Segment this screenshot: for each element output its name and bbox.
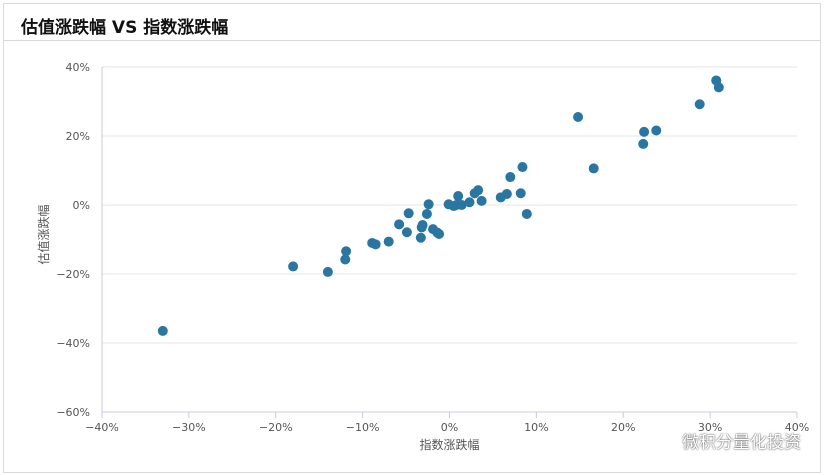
- data-point: [370, 239, 381, 250]
- data-point: [401, 227, 412, 238]
- x-tick-label: −20%: [259, 421, 293, 434]
- y-tick-label: 0%: [73, 199, 90, 212]
- x-tick-label: −10%: [346, 421, 380, 434]
- data-point: [415, 232, 426, 243]
- data-point: [639, 126, 650, 137]
- tick-labels: −60% −40% −20% 0% 20% 40% −40% −30% −20% −10% 0% 10…: [56, 61, 809, 434]
- chart-panel: 估值涨跌幅 VS 指数涨跌幅: [3, 3, 821, 473]
- watermark-text: 微积分量化投资: [682, 432, 801, 453]
- y-tick-label: −20%: [56, 268, 90, 281]
- data-point: [322, 266, 333, 277]
- data-point: [651, 125, 662, 136]
- data-point: [515, 188, 526, 199]
- data-point: [341, 246, 352, 257]
- data-point: [573, 112, 584, 123]
- x-tick-label: 0%: [441, 421, 458, 434]
- data-point: [501, 188, 512, 199]
- y-tick-label: −60%: [56, 406, 90, 419]
- data-point: [713, 82, 724, 93]
- data-point: [588, 163, 599, 174]
- y-tick-label: −40%: [56, 337, 90, 350]
- x-axis-title: 指数涨跌幅: [419, 437, 479, 452]
- data-point: [157, 325, 168, 336]
- y-tick-label: 40%: [66, 61, 90, 74]
- data-point: [456, 200, 467, 210]
- data-point: [340, 254, 351, 265]
- data-point: [473, 185, 484, 196]
- data-point: [383, 236, 394, 247]
- data-point: [464, 197, 475, 208]
- data-points: [157, 75, 724, 336]
- x-tick-label: −40%: [85, 421, 119, 434]
- x-tick-label: 30%: [698, 421, 722, 434]
- data-point: [417, 220, 428, 231]
- data-point: [288, 261, 299, 272]
- data-point: [394, 219, 405, 230]
- data-point: [423, 199, 434, 210]
- x-tick-label: −30%: [172, 421, 206, 434]
- chart-title: 估值涨跌幅 VS 指数涨跌幅: [21, 18, 229, 38]
- data-point: [434, 228, 445, 239]
- x-tick-label: 40%: [785, 421, 809, 434]
- data-point: [476, 195, 487, 206]
- data-point: [403, 208, 414, 219]
- watermark: 微积分量化投资: [652, 425, 801, 455]
- panel-header: 估值涨跌幅 VS 指数涨跌幅: [4, 4, 820, 41]
- x-tick-label: 10%: [524, 421, 548, 434]
- data-point: [505, 172, 516, 183]
- data-point: [453, 191, 464, 202]
- data-point: [638, 138, 649, 149]
- axis-layer: [101, 67, 798, 418]
- data-point: [421, 208, 432, 219]
- data-point: [517, 162, 528, 173]
- wechat-icon: [652, 430, 676, 449]
- x-tick-label: 20%: [611, 421, 635, 434]
- y-axis-title: 估值涨跌幅: [36, 204, 51, 264]
- data-point: [694, 99, 705, 110]
- data-point: [521, 208, 532, 219]
- y-tick-label: 20%: [66, 130, 90, 143]
